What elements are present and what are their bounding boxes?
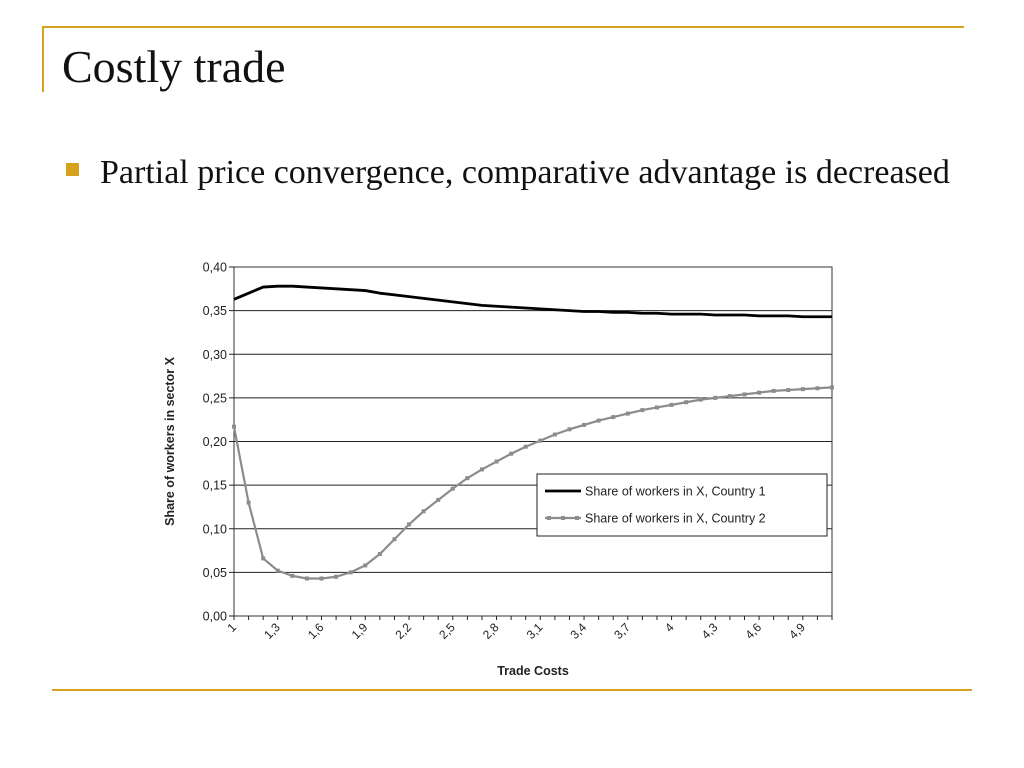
x-tick-label: 4,6: [742, 620, 764, 642]
series-2-point: [625, 411, 630, 416]
series-2-point: [771, 388, 776, 393]
x-tick-label: 1: [224, 620, 239, 635]
series-2-point: [232, 424, 236, 429]
x-tick-label: 4: [662, 620, 677, 635]
y-tick-label: 0,30: [203, 348, 227, 362]
x-tick-label: 2,5: [436, 620, 458, 642]
x-tick-label: 1,3: [261, 620, 283, 642]
legend-marker: [575, 516, 579, 520]
series-2-point: [830, 385, 834, 390]
y-tick-label: 0,20: [203, 435, 227, 449]
series-2-point: [494, 459, 499, 464]
legend-marker: [561, 516, 565, 520]
series-2-point: [290, 573, 295, 578]
x-tick-label: 4,3: [699, 620, 721, 642]
series-2-point: [698, 397, 703, 402]
series-2-point: [261, 556, 266, 561]
series-2-point: [465, 476, 470, 481]
series-2-point: [567, 427, 572, 432]
series-2-point: [479, 467, 484, 472]
slide-title: Costly trade: [62, 41, 286, 92]
x-axis-title: Trade Costs: [497, 664, 569, 678]
legend-label-2: Share of workers in X, Country 2: [585, 512, 766, 526]
series-2-point: [596, 418, 601, 423]
y-tick-label: 0,25: [203, 391, 227, 405]
series-2-point: [377, 552, 382, 557]
series-2-point: [538, 438, 543, 443]
x-tick-label: 3,1: [524, 620, 546, 642]
y-tick-label: 0,35: [203, 304, 227, 318]
title-frame-left-line: [42, 26, 44, 92]
series-2-point: [713, 395, 718, 400]
bullet-text: Partial price convergence, comparative a…: [100, 154, 950, 191]
legend-marker: [547, 516, 551, 520]
x-tick-label: 3,7: [611, 620, 633, 642]
line-chart: 0,00 0,05 0,10 0,15 0,20 0,25 0,30 0,35 0,40 1 1,3…: [163, 261, 834, 678]
series-2-point: [392, 537, 397, 542]
x-tick-label: 4,9: [786, 620, 808, 642]
series-2-point: [611, 415, 616, 420]
series-2-point: [319, 576, 324, 581]
series-2-point: [582, 422, 587, 427]
legend-label-1: Share of workers in X, Country 1: [585, 485, 766, 499]
title-frame-top-line: [42, 26, 964, 28]
x-tick-label: 3,4: [567, 620, 589, 642]
series-2-point: [450, 486, 455, 491]
y-axis-title: Share of workers in sector X: [163, 356, 177, 525]
x-tick-label: 2,2: [392, 620, 414, 642]
series-2-point: [684, 400, 689, 405]
series-2-point: [742, 392, 747, 397]
legend-box: [536, 473, 828, 537]
footer-line: [52, 689, 972, 691]
series-2-point: [363, 563, 368, 568]
x-tick-label: 1,6: [305, 620, 327, 642]
y-tick-label: 0,00: [203, 610, 227, 624]
series-2-point: [246, 500, 251, 505]
series-2-point: [523, 444, 528, 449]
series-2-point: [421, 509, 426, 514]
series-2-point: [275, 568, 280, 573]
series-2-point: [757, 390, 762, 395]
chart-legend: Share of workers in X, Country 1 Share of…: [536, 473, 828, 537]
series-2-point: [654, 405, 659, 410]
chart-gridlines: [234, 310, 832, 573]
series-2-point: [727, 394, 732, 399]
series-2-point: [800, 387, 805, 392]
series-2-point: [407, 522, 412, 527]
bullet-square-icon: [66, 163, 79, 176]
chart-series: [232, 284, 834, 581]
x-tick-label: 2,8: [480, 620, 502, 642]
series-line-1: [233, 284, 832, 319]
x-tick-label: 1,9: [349, 620, 371, 642]
y-tick-label: 0,10: [203, 522, 227, 536]
series-2-point: [436, 497, 441, 502]
y-tick-label: 0,15: [203, 479, 227, 493]
series-2-point: [640, 408, 645, 413]
y-tick-label: 0,05: [203, 566, 227, 580]
series-2-point: [552, 432, 557, 437]
series-line-2: [232, 386, 833, 580]
series-2-point: [348, 570, 353, 575]
series-2-point: [334, 574, 339, 579]
series-2-point: [786, 388, 791, 393]
series-2-point: [509, 451, 514, 456]
series-2-point: [815, 386, 820, 391]
series-2-point: [669, 402, 674, 407]
y-tick-label: 0,40: [203, 261, 227, 275]
series-2-point: [304, 576, 309, 581]
